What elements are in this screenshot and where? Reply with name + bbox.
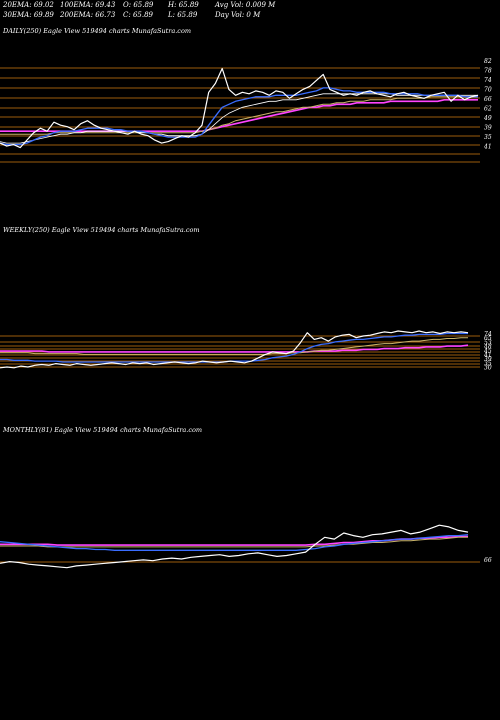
- y-tick-label: 30: [484, 365, 492, 372]
- open-stat: O: 65.89: [123, 1, 154, 9]
- y-tick-label: 74: [484, 331, 492, 338]
- close-stat: C: 65.89: [123, 11, 153, 19]
- daily-chart-title: DAILY(250) Eagle View 519494 charts Muna…: [3, 27, 192, 35]
- y-tick-label: 65: [484, 335, 492, 342]
- daily-chart: 82 78 74 70 66 62 49 39 35 41: [0, 58, 492, 163]
- y-tick-label: 78: [484, 68, 492, 75]
- ema30-stat: 30EMA: 69.89: [3, 11, 54, 19]
- ema20-series-line: [0, 534, 469, 551]
- price-series-line: [0, 524, 469, 569]
- y-tick-label: 35: [484, 134, 492, 141]
- ema100-series-line: [0, 536, 468, 548]
- ema30-series-line: [0, 93, 478, 144]
- y-tick-label: 48: [483, 344, 492, 351]
- y-tick-label: 62: [484, 106, 492, 113]
- weekly-chart-title: WEEKLY(250) Eagle View 519494 charts Mun…: [3, 226, 200, 234]
- y-tick-label: 82: [484, 58, 492, 65]
- ema200-stat: 200EMA: 66.73: [60, 11, 116, 19]
- y-tick-label: 39: [484, 125, 492, 132]
- y-tick-label: 35: [484, 360, 492, 367]
- monthly-chart-title: MONTHLY(81) Eagle View 519494 charts Mun…: [3, 426, 203, 434]
- monthly-chart: 66: [0, 524, 492, 569]
- ema100-stat: 100EMA: 69.43: [60, 1, 116, 9]
- day-vol-stat: Day Vol: 0 M: [215, 11, 261, 19]
- y-tick-label: 66: [484, 96, 492, 103]
- y-tick-label: 66: [484, 557, 492, 564]
- y-tick-label: 41: [483, 352, 492, 359]
- ema20-stat: 20EMA: 69.02: [3, 1, 54, 9]
- y-tick-label: 49: [483, 115, 492, 122]
- avg-vol-stat: Avg Vol: 0.009 M: [215, 1, 276, 9]
- y-tick-label: 39: [484, 356, 492, 363]
- price-series-line: [0, 330, 469, 369]
- high-stat: H: 65.89: [168, 1, 199, 9]
- y-tick-label: 74: [484, 77, 492, 84]
- y-tick-label: 45: [483, 348, 492, 355]
- ema100-series-line: [0, 337, 468, 355]
- y-tick-label: 41: [483, 144, 492, 151]
- ema200-series-line: [0, 344, 469, 353]
- y-tick-label: 53: [484, 339, 492, 346]
- price-series-line: [0, 67, 479, 149]
- ema200-series-line: [0, 99, 478, 132]
- y-tick-label: 70: [484, 87, 492, 94]
- low-stat: L: 65.89: [168, 11, 198, 19]
